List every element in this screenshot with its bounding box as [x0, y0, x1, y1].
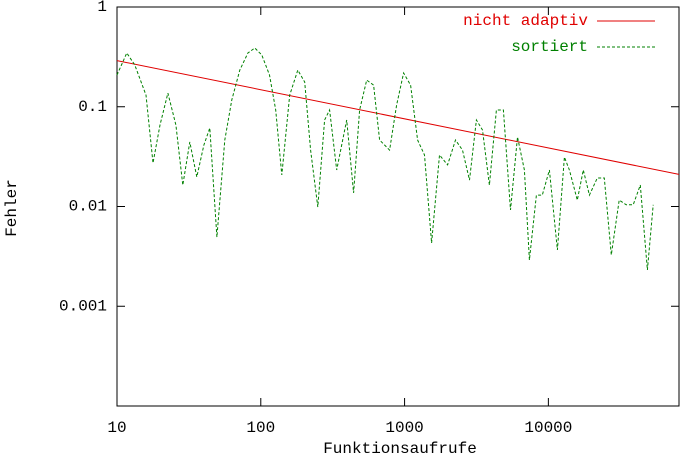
legend-label: sortiert	[511, 38, 588, 56]
plot-border	[116, 6, 680, 407]
y-tick-label: 0.001	[59, 297, 107, 315]
y-tick-label: 0.01	[69, 198, 107, 216]
x-tick-label: 100	[246, 419, 275, 437]
series-line	[116, 60, 680, 175]
x-axis-label: Funktionsaufrufe	[323, 440, 477, 456]
x-tick-label: 10000	[524, 419, 572, 437]
series-line	[116, 47, 654, 271]
legend-label: nicht adaptiv	[463, 12, 588, 30]
y-tick-label: 1	[97, 0, 107, 16]
x-tick-label: 10	[107, 419, 126, 437]
x-tick-label: 1000	[385, 419, 423, 437]
y-tick-label: 0.1	[78, 98, 107, 116]
y-axis-label: Fehler	[3, 179, 21, 237]
